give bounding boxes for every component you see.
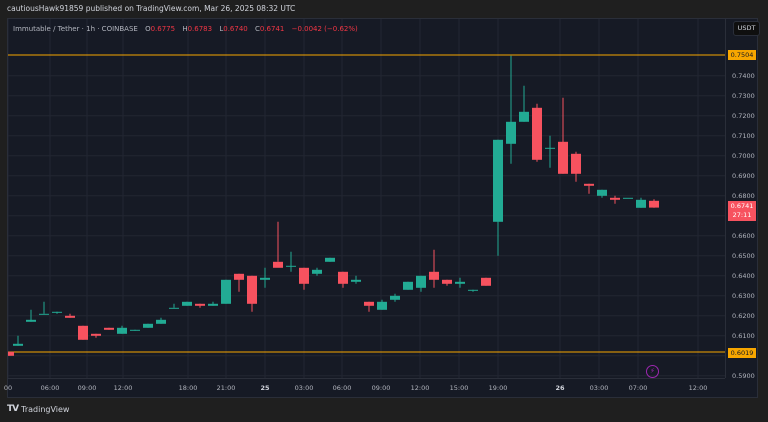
close-value: 0.6741 (259, 25, 285, 33)
price-axis-label: 0.6600 (732, 231, 755, 240)
tradingview-mark-icon: TV (7, 404, 19, 414)
brand-name: TradingView (21, 404, 70, 414)
time-axis-label: 25 (260, 384, 270, 392)
low-label: L (219, 25, 224, 33)
price-axis-label: 0.7400 (732, 71, 755, 80)
chart-container: Immutable / Tether · 1h · COINBASE O0.67… (4, 18, 760, 399)
symbol-legend: Immutable / Tether · 1h · COINBASE O0.67… (13, 25, 358, 33)
time-axis-label: 19:00 (488, 384, 508, 392)
price-axis-label: 0.7000 (732, 151, 755, 160)
close-label: C (254, 25, 260, 33)
time-axis-label: 07:00 (628, 384, 648, 392)
change-value: −0.0042 (−0.62%) (291, 25, 358, 33)
open-label: O (145, 25, 151, 33)
tradingview-logo: TV TradingView (7, 404, 69, 414)
price-axis-label: 0.6200 (732, 311, 755, 320)
high-label: H (182, 25, 188, 33)
time-axis-label: 03:00 (294, 384, 314, 392)
time-axis-label: 18:00 (178, 384, 198, 392)
high-line-price-tag: 0.7504 (728, 50, 756, 60)
time-axis-label: 09:00 (371, 384, 391, 392)
price-axis-label: 0.7100 (732, 131, 755, 140)
price-axis-label: 0.6800 (732, 191, 755, 200)
time-axis-label: 21:00 (216, 384, 236, 392)
current-price: 0.6741 (730, 202, 754, 210)
high-value: 0.6783 (187, 25, 213, 33)
price-axis-label: 0.6500 (732, 251, 755, 260)
currency-button[interactable]: USDT (733, 21, 760, 36)
publisher-line: cautiousHawk91859 published on TradingVi… (7, 4, 296, 13)
price-axis-label: 0.5900 (732, 371, 755, 380)
price-axis-label: 0.7300 (732, 91, 755, 100)
time-axis-label: 12:00 (410, 384, 430, 392)
time-axis-label: 06:00 (40, 384, 60, 392)
price-axis-label: 0.6300 (732, 291, 755, 300)
time-axis-label: 09:00 (77, 384, 97, 392)
time-axis[interactable]: 00 06:00 09:00 12:00 18:00 21:00 25 03:00 06:00 0… (4, 378, 725, 399)
price-axis[interactable]: USDT 0.7400 0.7300 0.7200 0.7100 0.7000 0.690… (725, 19, 760, 380)
time-axis-label: 00 (3, 384, 13, 392)
price-axis-label: 0.6100 (732, 331, 755, 340)
time-axis-label: 03:00 (589, 384, 609, 392)
price-axis-label: 0.7200 (732, 111, 755, 120)
price-axis-label: 0.6900 (732, 171, 755, 180)
time-axis-label: 12:00 (688, 384, 708, 392)
low-value: 0.6740 (223, 25, 248, 33)
time-axis-label: 26 (555, 384, 565, 392)
open-value: 0.6775 (150, 25, 176, 33)
low-line-price-tag: 0.6019 (728, 348, 756, 358)
price-axis-label: 0.6400 (732, 271, 755, 280)
current-price-tag: 0.6741 27:11 (728, 201, 756, 221)
candlestick-chart (4, 19, 725, 378)
symbol-title: Immutable / Tether · 1h · COINBASE (13, 25, 138, 33)
lightning-event-icon[interactable]: ⚡ (646, 365, 659, 378)
chart-plot-area[interactable]: Immutable / Tether · 1h · COINBASE O0.67… (4, 19, 725, 378)
bar-countdown: 27:11 (732, 211, 752, 219)
time-axis-label: 12:00 (113, 384, 133, 392)
time-axis-label: 06:00 (332, 384, 352, 392)
time-axis-label: 15:00 (449, 384, 469, 392)
